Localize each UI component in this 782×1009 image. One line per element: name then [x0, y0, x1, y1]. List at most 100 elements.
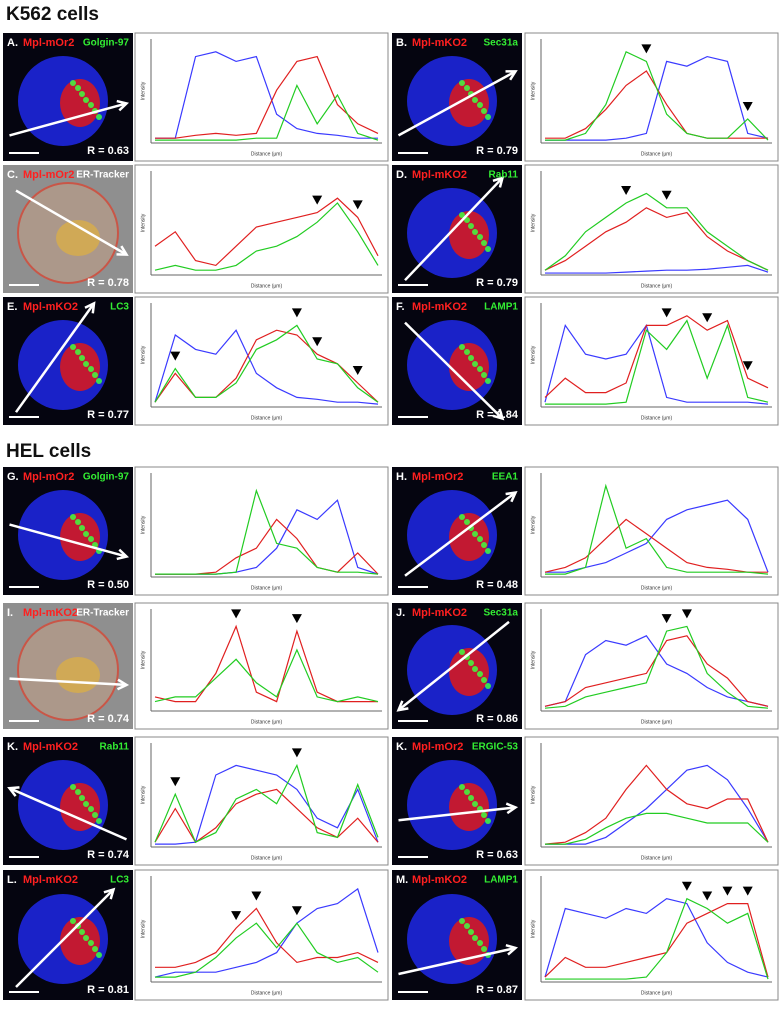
y-axis-label: Intensity — [140, 919, 146, 938]
green-signal — [472, 97, 478, 103]
green-signal — [79, 91, 85, 97]
panel-label: M. — [396, 874, 408, 886]
er-signal — [56, 657, 100, 693]
coefficient: R = 0.84 — [476, 409, 519, 421]
green-signal — [88, 940, 94, 946]
blue-profile — [154, 887, 379, 978]
green-signal — [485, 683, 491, 689]
panel-label: F. — [396, 301, 405, 313]
green-signal — [481, 372, 487, 378]
green-signal — [464, 349, 470, 355]
y-axis-label: Intensity — [530, 81, 536, 100]
section-title: HEL cells — [6, 441, 91, 462]
coefficient: R = 0.87 — [476, 984, 518, 996]
red-channel: Mpl-mOr2 — [412, 471, 463, 483]
coefficient: R = 0.78 — [87, 277, 129, 289]
green-channel: ER-Tracker — [76, 170, 129, 181]
peak-marker — [661, 614, 672, 624]
profile-arrow — [398, 806, 516, 822]
blue-profile — [155, 51, 378, 139]
peak-marker — [291, 614, 302, 624]
arrow-head — [7, 786, 20, 797]
y-axis-label: Intensity — [530, 650, 536, 669]
peak-marker — [312, 195, 323, 205]
arrow-head — [492, 175, 505, 188]
green-channel: ERGIC-53 — [472, 742, 519, 753]
x-axis-label: Distance (µm) — [641, 283, 673, 289]
section-title: K562 cells — [6, 4, 99, 25]
green-profile — [545, 812, 769, 845]
red-signal — [60, 343, 100, 391]
panel-label: E. — [7, 301, 17, 313]
plot-frame — [134, 602, 389, 730]
green-channel: LC3 — [110, 302, 129, 313]
x-axis-label: Distance (µm) — [641, 719, 673, 725]
red-channel: Mpl-mKO2 — [412, 301, 467, 313]
x-axis-label: Distance (µm) — [251, 719, 283, 725]
red-channel: Mpl-mOr2 — [412, 741, 463, 753]
green-signal — [472, 531, 478, 537]
green-profile — [154, 324, 379, 403]
y-axis-label: Intensity — [140, 81, 146, 100]
plot-frame — [524, 164, 779, 294]
green-profile — [544, 625, 769, 709]
peak-marker — [661, 190, 672, 200]
peak-marker — [702, 891, 713, 901]
green-signal — [459, 80, 465, 86]
green-channel: Golgin-97 — [83, 472, 130, 483]
plot-frame — [524, 296, 779, 426]
panel-label: L. — [7, 874, 17, 886]
x-axis-label: Distance (µm) — [641, 585, 673, 591]
green-signal — [477, 366, 483, 372]
green-channel: Golgin-97 — [83, 38, 130, 49]
coefficient: R = 0.79 — [476, 145, 518, 157]
profile-arrow — [404, 491, 517, 577]
green-signal — [472, 361, 478, 367]
peak-marker — [722, 886, 733, 896]
red-channel: Mpl-mKO2 — [412, 37, 467, 49]
green-channel: LAMP1 — [484, 302, 518, 313]
peak-marker — [291, 906, 302, 916]
red-signal — [449, 783, 489, 831]
panel-label: A. — [7, 37, 18, 49]
y-axis-label: Intensity — [140, 213, 146, 232]
plot-frame — [524, 869, 779, 1001]
green-signal — [88, 806, 94, 812]
green-signal — [468, 355, 474, 361]
peak-marker — [231, 911, 242, 921]
green-signal — [464, 217, 470, 223]
green-signal — [96, 952, 102, 958]
plot-frame — [134, 296, 389, 426]
green-signal — [83, 531, 89, 537]
red-channel: Mpl-mKO2 — [412, 169, 467, 181]
green-profile — [545, 50, 769, 141]
arrow-head — [396, 700, 409, 712]
green-signal — [464, 789, 470, 795]
y-axis-label: Intensity — [530, 345, 536, 364]
y-axis-label: Intensity — [530, 919, 536, 938]
peak-marker — [681, 881, 692, 891]
blue-profile — [545, 55, 769, 141]
arrow-head — [103, 887, 116, 900]
green-signal — [481, 946, 487, 952]
green-signal — [477, 234, 483, 240]
panel-label: B. — [396, 37, 407, 49]
peak-marker — [702, 313, 713, 323]
profile-arrow — [404, 321, 504, 420]
green-signal — [75, 789, 81, 795]
peak-marker — [352, 366, 363, 375]
coefficient: R = 0.74 — [87, 713, 130, 725]
red-signal — [60, 513, 100, 561]
peak-marker — [641, 44, 652, 54]
peak-marker — [291, 308, 302, 318]
red-signal — [449, 343, 489, 391]
green-signal — [70, 80, 76, 86]
red-profile — [154, 788, 379, 844]
green-signal — [485, 818, 491, 824]
x-axis-label: Distance (µm) — [251, 283, 283, 289]
red-signal — [449, 513, 489, 561]
green-signal — [459, 212, 465, 218]
arrow-head — [116, 245, 129, 256]
green-signal — [79, 525, 85, 531]
